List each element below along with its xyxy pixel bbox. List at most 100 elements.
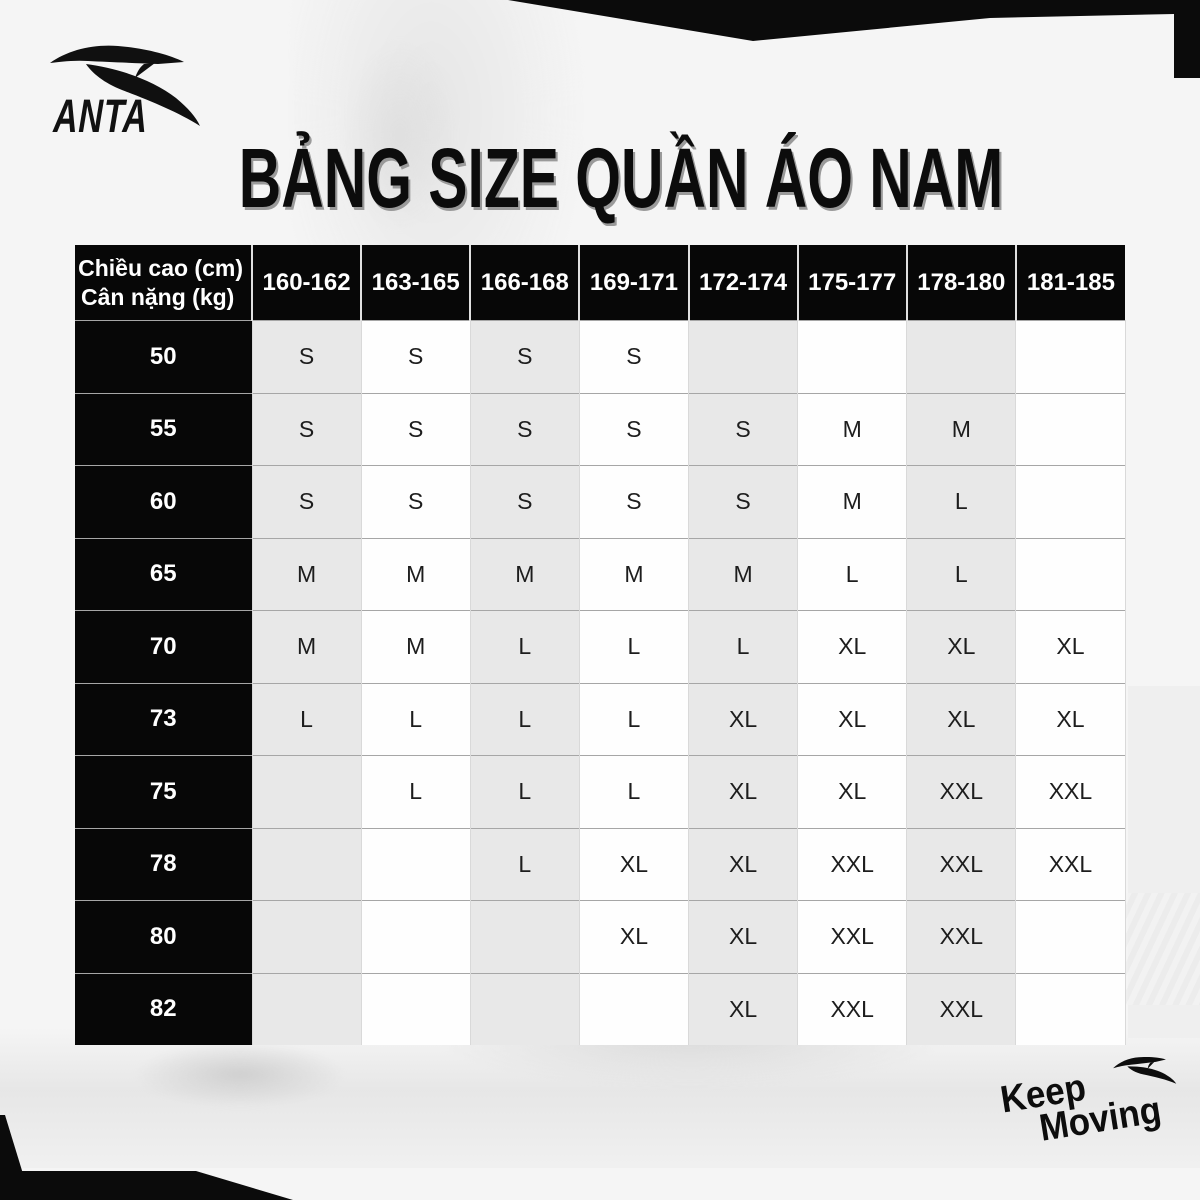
table-header-row: Chiều cao (cm) Cân nặng (kg) 160-162 163-… [75,245,1125,321]
table-row: 75 L L L XL XL XXL XXL [75,755,1126,828]
size-cell: S [469,465,580,538]
background-shoe-dark [135,1042,345,1107]
height-column-header: 175-177 [796,245,907,321]
size-cell: L [360,755,471,828]
size-cell: XL [1015,682,1126,756]
weight-row-label: 55 [75,392,252,466]
size-cell: XXL [797,972,907,1045]
size-cell: S [469,320,580,393]
height-column-header: 169-171 [578,245,689,321]
size-cell: M [797,465,907,538]
size-cell: S [360,320,471,393]
anta-swoosh-small-icon [1113,1056,1177,1084]
size-cell [578,972,689,1045]
size-cell [1015,465,1126,538]
size-cell: XL [687,755,798,828]
table-row: 80 XL XL XXL XXL [75,900,1126,973]
size-cell: L [469,755,580,828]
size-cell: S [469,392,580,466]
height-column-header: 178-180 [905,245,1016,321]
table-row: 78 L XL XL XXL XXL XXL [75,827,1126,901]
size-cell [251,755,362,828]
weight-row-label: 78 [75,827,252,901]
weight-row-label: 50 [75,320,252,393]
weight-row-label: 65 [75,537,252,611]
size-cell: XXL [1015,827,1126,901]
size-cell: S [578,392,689,466]
size-cell: XXL [906,755,1016,828]
weight-row-label: 73 [75,682,252,756]
height-column-header: 181-185 [1014,245,1125,321]
page-title: BẢNG SIZE QUẦN ÁO NAM [238,131,1004,225]
height-column-header: 172-174 [687,245,798,321]
size-cell [1015,392,1126,466]
size-cell: S [578,320,689,393]
size-cell: M [797,392,907,466]
size-cell [1015,537,1126,611]
size-cell [797,320,907,393]
keep-moving-logo: Keep Moving [998,1052,1200,1180]
size-cell [469,900,580,973]
weight-row-label: 82 [75,972,252,1045]
size-cell [1015,900,1126,973]
size-cell [251,827,362,901]
height-column-header: 163-165 [360,245,471,321]
size-cell: M [251,610,362,683]
anta-swoosh-icon [50,45,200,126]
size-cell: M [578,537,689,611]
size-cell: S [687,465,798,538]
size-cell: L [469,682,580,756]
size-cell: L [469,610,580,683]
page-title-wrap: BẢNG SIZE QUẦN ÁO NAM [75,136,1125,220]
weight-row-label: 60 [75,465,252,538]
bottom-left-black-wedge [0,1115,31,1200]
size-cell: L [578,682,689,756]
size-cell: M [251,537,362,611]
size-cell: L [578,755,689,828]
weight-axis-label: Cân nặng (kg) [81,283,235,310]
size-cell: S [360,392,471,466]
height-axis-label: Chiều cao (cm) [78,255,243,282]
size-cell [906,320,1016,393]
size-cell: XL [578,900,689,973]
size-cell: XXL [797,900,907,973]
size-cell: XL [1015,610,1126,683]
size-cell: XXL [906,972,1016,1045]
table-row: 55 S S S S S M M [75,392,1126,466]
anta-wordmark: ANTA [52,89,149,142]
size-cell [360,972,471,1045]
table-row: 50 S S S S [75,320,1126,393]
size-cell: XL [687,827,798,901]
weight-row-label: 80 [75,900,252,973]
size-cell: S [251,465,362,538]
size-cell: XXL [797,827,907,901]
size-cell [360,827,471,901]
size-table: Chiều cao (cm) Cân nặng (kg) 160-162 163-… [75,245,1126,1045]
background-right-strip [1128,686,1200,1038]
size-cell: XL [797,755,907,828]
table-row: 73 L L L L XL XL XL XL [75,682,1126,756]
anta-logo: ANTA [48,42,208,142]
size-cell: S [251,320,362,393]
size-cell: L [906,465,1016,538]
size-cell: M [360,537,471,611]
size-cell: XL [797,610,907,683]
height-column-header: 166-168 [469,245,580,321]
size-cell [360,900,471,973]
size-cell: M [469,537,580,611]
size-cell: L [906,537,1016,611]
size-cell [1015,972,1126,1045]
table-row: 65 M M M M M L L [75,537,1126,611]
table-row: 82 XL XXL XXL [75,972,1126,1045]
size-cell: L [251,682,362,756]
size-cell [251,900,362,973]
height-column-header: 160-162 [250,245,362,321]
size-cell: XL [578,827,689,901]
bottom-black-bar [0,1171,293,1200]
size-cell: L [797,537,907,611]
weight-row-label: 70 [75,610,252,683]
size-cell: XL [687,682,798,756]
size-cell: XL [906,610,1016,683]
size-cell: L [578,610,689,683]
